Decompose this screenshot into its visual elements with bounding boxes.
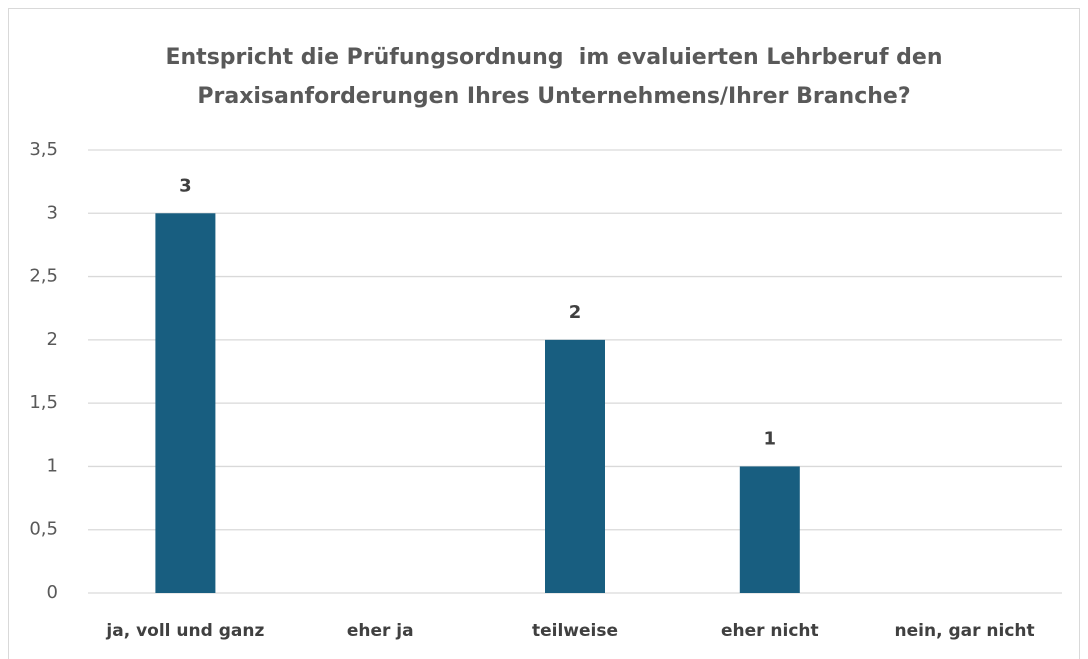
data-label: 2 (569, 302, 582, 323)
x-tick-label: ja, voll und ganz (105, 621, 264, 641)
bar (545, 339, 605, 593)
x-tick-label: eher nicht (721, 621, 819, 641)
y-tick-label: 3 (47, 202, 58, 223)
x-tick-label: eher ja (347, 621, 414, 641)
x-tick-label: teilweise (532, 621, 618, 641)
bar (155, 213, 216, 594)
y-tick-label: 1,5 (29, 392, 58, 413)
chart-title: Entspricht die Prüfungsordnung im evalui… (165, 45, 942, 70)
chart-title: Praxisanforderungen Ihres Unternehmens/I… (197, 84, 910, 109)
x-tick-label: nein, gar nicht (895, 621, 1035, 641)
y-tick-label: 0,5 (29, 519, 58, 540)
y-tick-label: 0 (47, 582, 58, 603)
data-label: 1 (764, 428, 777, 449)
bar (739, 466, 800, 593)
data-label: 3 (179, 175, 192, 196)
y-tick-label: 3,5 (29, 139, 58, 160)
y-tick-label: 2,5 (29, 266, 58, 287)
y-tick-label: 2 (47, 329, 58, 350)
y-tick-label: 1 (47, 455, 58, 476)
